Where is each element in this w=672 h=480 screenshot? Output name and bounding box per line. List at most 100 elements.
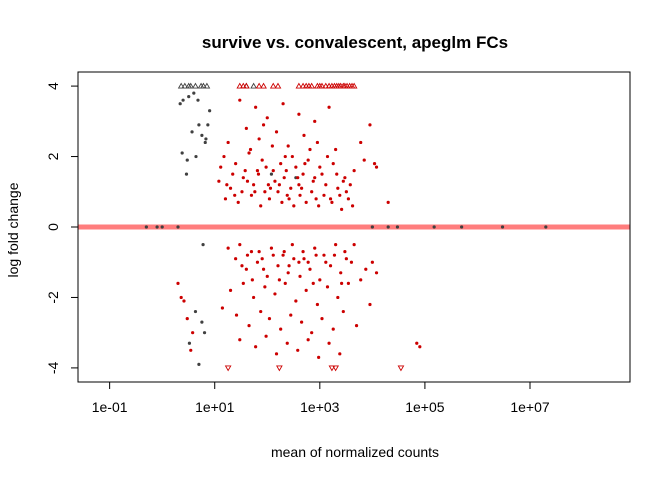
clipped-point-up-marker — [236, 82, 244, 89]
data-point — [266, 183, 270, 187]
data-point — [301, 172, 305, 176]
data-point — [197, 123, 201, 127]
data-point — [350, 204, 355, 208]
data-point — [233, 193, 237, 197]
data-point — [182, 299, 186, 303]
data-point — [297, 260, 301, 264]
data-point — [185, 158, 189, 162]
data-point — [234, 257, 238, 261]
clipped-point-up-marker — [274, 82, 282, 89]
data-point — [176, 225, 180, 229]
data-point — [194, 154, 198, 159]
clipped-point-down-marker — [332, 365, 340, 372]
clipped-point-up-marker — [322, 82, 330, 89]
data-point — [222, 154, 226, 159]
clipped-point-up-marker — [203, 82, 211, 89]
data-point — [285, 341, 289, 345]
data-point — [290, 154, 294, 159]
data-point — [271, 253, 275, 257]
x-tick-label: 1e+05 — [405, 399, 445, 415]
data-point — [241, 176, 245, 180]
clipped-point-up-marker — [242, 82, 250, 89]
data-point — [241, 281, 245, 285]
data-point — [254, 345, 258, 349]
data-point — [289, 186, 293, 190]
data-point — [226, 246, 230, 250]
data-point — [340, 281, 344, 285]
data-point — [330, 200, 334, 204]
data-point — [228, 186, 233, 190]
data-point — [292, 204, 296, 208]
clipped-point-up-marker — [181, 82, 189, 89]
data-point — [249, 250, 254, 254]
data-point — [155, 225, 159, 229]
data-point — [359, 140, 363, 145]
data-point — [244, 126, 248, 130]
data-point — [267, 316, 272, 321]
data-point — [267, 197, 272, 201]
data-point — [226, 140, 230, 145]
data-point — [311, 281, 315, 285]
data-point — [339, 271, 343, 275]
data-point — [374, 271, 379, 275]
x-axis-label: mean of normalized counts — [271, 444, 439, 460]
data-point — [240, 190, 244, 194]
data-point — [247, 324, 251, 328]
data-point — [286, 144, 290, 148]
data-point — [315, 140, 320, 145]
data-point — [324, 260, 328, 264]
data-point — [284, 169, 288, 173]
data-point — [279, 327, 283, 331]
x-tick-label: 1e+07 — [510, 399, 550, 415]
data-point — [255, 260, 260, 264]
clipped-point-down-marker — [276, 365, 283, 372]
clipped-point-up-marker — [255, 82, 263, 89]
data-point — [368, 123, 372, 127]
data-point — [265, 116, 269, 120]
data-point — [349, 260, 354, 264]
data-point — [238, 338, 242, 342]
data-point — [341, 179, 345, 183]
clipped-point-up-marker — [269, 82, 277, 89]
data-point — [206, 123, 210, 127]
data-point — [264, 334, 268, 338]
data-point — [252, 183, 256, 187]
data-point — [200, 320, 204, 324]
x-tick-label: 1e-01 — [92, 399, 128, 415]
data-point — [189, 348, 193, 352]
data-point — [256, 172, 261, 176]
data-point — [270, 144, 274, 148]
data-point — [289, 313, 293, 317]
data-point — [249, 193, 254, 197]
data-point — [200, 133, 204, 138]
data-point — [204, 137, 208, 141]
data-point — [334, 243, 338, 247]
data-point — [386, 200, 390, 204]
data-point — [324, 183, 328, 187]
data-point — [261, 123, 266, 127]
data-point — [352, 169, 356, 173]
data-point — [335, 172, 339, 176]
data-point — [304, 288, 308, 293]
data-point — [231, 172, 235, 176]
data-point — [386, 225, 390, 229]
data-point — [257, 250, 261, 254]
data-point — [306, 338, 310, 342]
data-point — [244, 267, 248, 271]
data-point — [281, 102, 285, 106]
data-point — [304, 200, 308, 204]
data-point — [283, 154, 287, 159]
data-point — [185, 316, 189, 321]
data-point — [336, 295, 340, 300]
plot-area: 1e-01 1e+01 1e+03 1e+05 1e+07 4 2 0 -2 -4 — [45, 71, 631, 415]
data-point — [322, 193, 326, 197]
clipped-point-up-marker — [350, 82, 358, 89]
data-point — [247, 151, 251, 155]
data-point — [243, 169, 247, 173]
clipped-point-down-marker — [224, 365, 232, 372]
data-point — [192, 91, 196, 95]
data-point — [313, 119, 317, 123]
y-tick-label: 2 — [45, 152, 61, 160]
data-point — [370, 225, 374, 229]
data-point — [354, 324, 359, 328]
